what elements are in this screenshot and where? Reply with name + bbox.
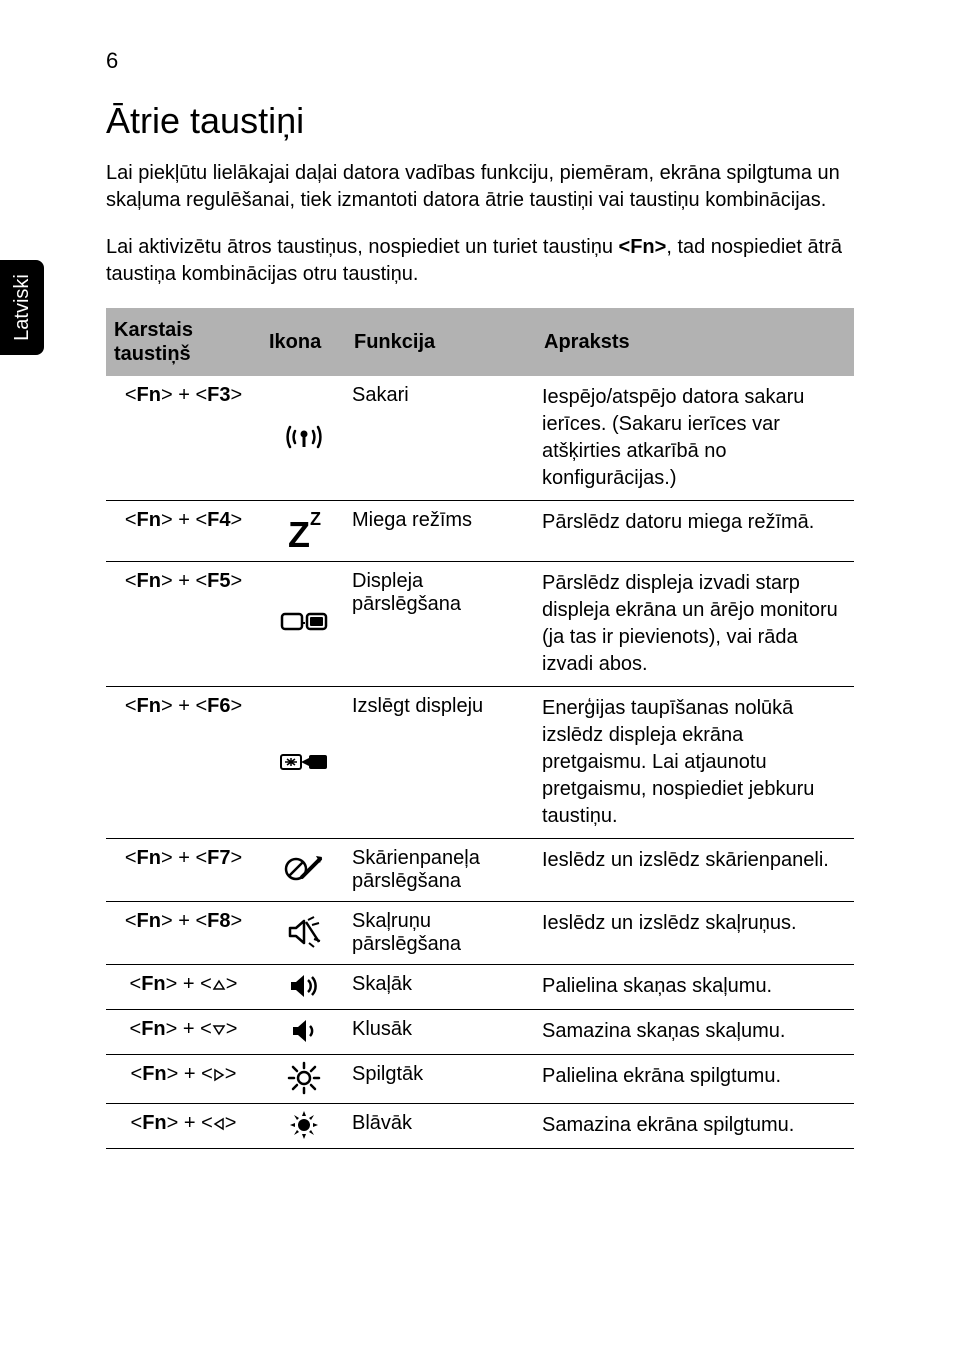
hotkey-cell: <Fn> + <>	[106, 965, 261, 1010]
page-content: Ātrie taustiņi Lai piekļūtu lielākajai d…	[106, 100, 854, 1149]
display-switch-icon	[280, 610, 328, 636]
table-header-row: Karstais taustiņš Ikona Funkcija Aprakst…	[106, 308, 854, 376]
hotkey-table: Karstais taustiņš Ikona Funkcija Aprakst…	[106, 308, 854, 1149]
svg-text:Z: Z	[288, 514, 310, 553]
intro-text: Lai aktivizētu ātros taustiņus, nospiedi…	[106, 236, 619, 258]
wireless-icon	[281, 419, 327, 455]
icon-cell	[261, 376, 346, 501]
icon-cell	[261, 902, 346, 965]
page-number: 6	[106, 48, 118, 74]
triangle-down-icon	[212, 1024, 226, 1036]
svg-text:Z: Z	[310, 509, 321, 529]
function-cell: Klusāk	[346, 1010, 536, 1055]
header-function: Funkcija	[346, 308, 536, 376]
language-tab: Latviski	[0, 260, 44, 355]
function-cell: Izslēgt displeju	[346, 687, 536, 839]
description-cell: Samazina skaņas skaļumu.	[536, 1010, 854, 1055]
hotkey-cell: <Fn> + <>	[106, 1055, 261, 1104]
description-cell: Palielina ekrāna spilgtumu.	[536, 1055, 854, 1104]
table-row: <Fn> + <>	[106, 1104, 854, 1149]
table-row: <Fn> + <F5> Displeja pārslēgšana Pārslēd…	[106, 562, 854, 687]
icon-cell	[261, 839, 346, 902]
table-row: <Fn> + <F7> Skārienpaneļa pārslēgšana Ie…	[106, 839, 854, 902]
hotkey-cell: <Fn> + <>	[106, 1104, 261, 1149]
language-tab-label: Latviski	[11, 274, 34, 341]
intro-paragraph-2: Lai aktivizētu ātros taustiņus, nospiedi…	[106, 234, 854, 288]
description-cell: Palielina skaņas skaļumu.	[536, 965, 854, 1010]
triangle-left-icon	[213, 1117, 225, 1131]
description-cell: Pārslēdz displeja izvadi starp displeja …	[536, 562, 854, 687]
hotkey-cell: <Fn> + <>	[106, 1010, 261, 1055]
header-description: Apraksts	[536, 308, 854, 376]
icon-cell	[261, 687, 346, 839]
sleep-icon: Z Z	[282, 507, 326, 553]
intro-fn-key: <Fn>	[619, 236, 667, 258]
hotkey-cell: <Fn> + <F4>	[106, 501, 261, 562]
function-cell: Miega režīms	[346, 501, 536, 562]
hotkey-cell: <Fn> + <F7>	[106, 839, 261, 902]
hotkey-cell: <Fn> + <F8>	[106, 902, 261, 965]
hotkey-cell: <Fn> + <F3>	[106, 376, 261, 501]
touchpad-icon	[284, 853, 324, 885]
display-off-icon	[279, 750, 329, 774]
table-row: <Fn> + <F3> Sakari Iespējo/atspē	[106, 376, 854, 501]
icon-cell: Z Z	[261, 501, 346, 562]
table-row: <Fn> + <F8> Skaļruņu pārslēgšana Ieslēdz…	[106, 902, 854, 965]
intro-paragraph-1: Lai piekļūtu lielākajai daļai datora vad…	[106, 160, 854, 214]
function-cell: Sakari	[346, 376, 536, 501]
description-cell: Enerģijas taupīšanas nolūkā izslēdz disp…	[536, 687, 854, 839]
header-icon: Ikona	[261, 308, 346, 376]
description-cell: Samazina ekrāna spilgtumu.	[536, 1104, 854, 1149]
function-cell: Skaļruņu pārslēgšana	[346, 902, 536, 965]
icon-cell	[261, 1055, 346, 1104]
volume-up-icon	[288, 971, 320, 1001]
table-row: <Fn> + <F4> Z Z Miega režīms Pārslēdz da…	[106, 501, 854, 562]
table-row: <Fn> + <F6> Izslēgt displej	[106, 687, 854, 839]
function-cell: Skaļāk	[346, 965, 536, 1010]
icon-cell	[261, 562, 346, 687]
description-cell: Ieslēdz un izslēdz skaļruņus.	[536, 902, 854, 965]
brightness-down-icon	[289, 1110, 319, 1140]
triangle-right-icon	[213, 1068, 225, 1082]
header-hotkey: Karstais taustiņš	[106, 308, 261, 376]
icon-cell	[261, 1104, 346, 1149]
speaker-mute-icon	[286, 915, 322, 949]
function-cell: Blāvāk	[346, 1104, 536, 1149]
function-cell: Spilgtāk	[346, 1055, 536, 1104]
description-cell: Ieslēdz un izslēdz skārienpaneli.	[536, 839, 854, 902]
volume-down-icon	[290, 1016, 318, 1046]
triangle-up-icon	[212, 979, 226, 991]
table-row: <Fn> + <>	[106, 1055, 854, 1104]
icon-cell	[261, 965, 346, 1010]
description-cell: Pārslēdz datoru miega režīmā.	[536, 501, 854, 562]
table-row: <Fn> + <> Skaļāk Palielina skaņas skaļum…	[106, 965, 854, 1010]
page-title: Ātrie taustiņi	[106, 100, 854, 142]
description-cell: Iespējo/atspējo datora sakaru ierīces. (…	[536, 376, 854, 501]
table-row: <Fn> + <> Klusāk Samazina skaņas skaļumu…	[106, 1010, 854, 1055]
brightness-up-icon	[287, 1061, 321, 1095]
hotkey-cell: <Fn> + <F5>	[106, 562, 261, 687]
hotkey-cell: <Fn> + <F6>	[106, 687, 261, 839]
function-cell: Skārienpaneļa pārslēgšana	[346, 839, 536, 902]
function-cell: Displeja pārslēgšana	[346, 562, 536, 687]
icon-cell	[261, 1010, 346, 1055]
table-body: <Fn> + <F3> Sakari Iespējo/atspē	[106, 376, 854, 1149]
